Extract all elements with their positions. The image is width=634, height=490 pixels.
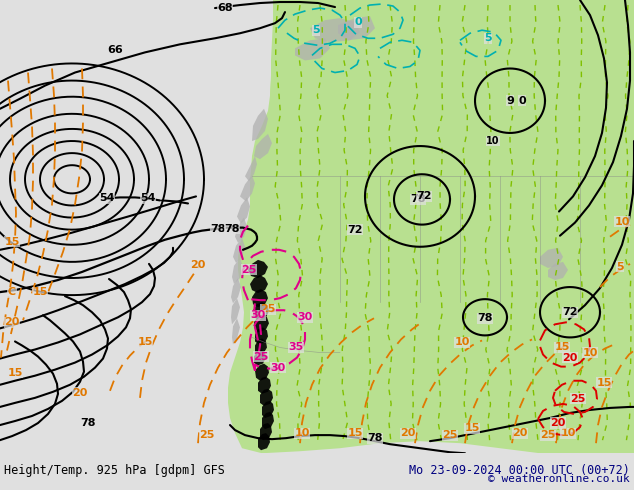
Text: 5: 5 (312, 25, 320, 35)
Text: 10: 10 (455, 338, 470, 347)
Text: Height/Temp. 925 hPa [gdpm] GFS: Height/Temp. 925 hPa [gdpm] GFS (4, 464, 225, 477)
Polygon shape (240, 175, 255, 201)
Text: 68: 68 (217, 3, 233, 13)
Polygon shape (258, 377, 271, 394)
Text: 20: 20 (512, 428, 527, 438)
Polygon shape (232, 318, 240, 344)
Text: Mo 23-09-2024 00:00 UTC (00+72): Mo 23-09-2024 00:00 UTC (00+72) (409, 464, 630, 477)
Polygon shape (252, 109, 268, 141)
Text: 54: 54 (100, 194, 115, 203)
Text: 5: 5 (616, 262, 624, 272)
Text: 35: 35 (288, 343, 304, 352)
Text: 78: 78 (367, 433, 383, 443)
Text: 30: 30 (297, 312, 313, 322)
Text: 25: 25 (540, 430, 555, 440)
Text: 78: 78 (410, 195, 426, 204)
Text: 25: 25 (261, 304, 276, 314)
Text: 20: 20 (4, 318, 20, 327)
Polygon shape (231, 298, 240, 324)
Polygon shape (262, 401, 274, 418)
Text: 25: 25 (571, 394, 586, 404)
Text: 15: 15 (597, 378, 612, 388)
Text: 5: 5 (484, 33, 492, 43)
Text: 25: 25 (199, 430, 215, 440)
Polygon shape (254, 314, 269, 332)
Text: 25: 25 (443, 430, 458, 440)
Text: 0: 0 (518, 96, 526, 106)
Text: 54: 54 (140, 194, 156, 203)
Text: 78: 78 (210, 223, 226, 234)
Text: 66: 66 (107, 46, 123, 55)
Polygon shape (260, 423, 272, 440)
Text: 30: 30 (250, 310, 266, 320)
Polygon shape (255, 339, 267, 355)
Text: 25: 25 (242, 265, 257, 275)
Text: 78: 78 (81, 418, 96, 428)
Polygon shape (235, 218, 247, 243)
Polygon shape (540, 248, 563, 268)
Text: 72: 72 (347, 224, 363, 235)
Text: 30: 30 (270, 363, 286, 372)
Polygon shape (232, 258, 243, 284)
Polygon shape (260, 389, 273, 406)
Polygon shape (228, 0, 634, 453)
Text: 15: 15 (464, 423, 480, 433)
Text: C: C (8, 287, 16, 297)
Text: 9: 9 (506, 96, 514, 106)
Text: 78: 78 (224, 223, 240, 234)
Polygon shape (310, 18, 360, 42)
Text: 72: 72 (562, 307, 578, 317)
Polygon shape (253, 302, 269, 320)
Text: 10: 10 (560, 428, 576, 438)
Text: © weatheronline.co.uk: © weatheronline.co.uk (488, 474, 630, 484)
Polygon shape (252, 0, 634, 174)
Polygon shape (248, 260, 268, 278)
Polygon shape (252, 289, 268, 307)
Polygon shape (338, 16, 375, 40)
Text: 15: 15 (138, 338, 153, 347)
Text: 10: 10 (582, 347, 598, 358)
Text: 15: 15 (8, 368, 23, 378)
Text: 10: 10 (294, 428, 309, 438)
Text: 15: 15 (4, 237, 20, 247)
Text: 20: 20 (550, 418, 566, 428)
Text: 78: 78 (477, 313, 493, 323)
Text: 20: 20 (72, 388, 87, 398)
Polygon shape (254, 349, 266, 366)
Text: 15: 15 (554, 343, 570, 352)
Text: 72: 72 (417, 192, 432, 201)
Text: 20: 20 (562, 353, 578, 363)
Polygon shape (254, 134, 272, 159)
Text: 25: 25 (254, 351, 269, 362)
Polygon shape (255, 364, 269, 381)
Text: 15: 15 (347, 428, 363, 438)
Text: 10: 10 (614, 217, 630, 226)
Polygon shape (245, 156, 257, 181)
Polygon shape (258, 433, 270, 450)
Text: 20: 20 (190, 260, 205, 270)
Polygon shape (250, 275, 268, 293)
Text: 20: 20 (400, 428, 416, 438)
Polygon shape (262, 412, 274, 429)
Polygon shape (237, 197, 250, 223)
Polygon shape (548, 262, 568, 280)
Text: 15: 15 (32, 287, 48, 297)
Polygon shape (233, 238, 245, 263)
Polygon shape (255, 327, 268, 344)
Text: 10: 10 (486, 136, 500, 146)
Polygon shape (231, 278, 241, 303)
Text: 0: 0 (354, 17, 362, 27)
Polygon shape (295, 38, 330, 60)
